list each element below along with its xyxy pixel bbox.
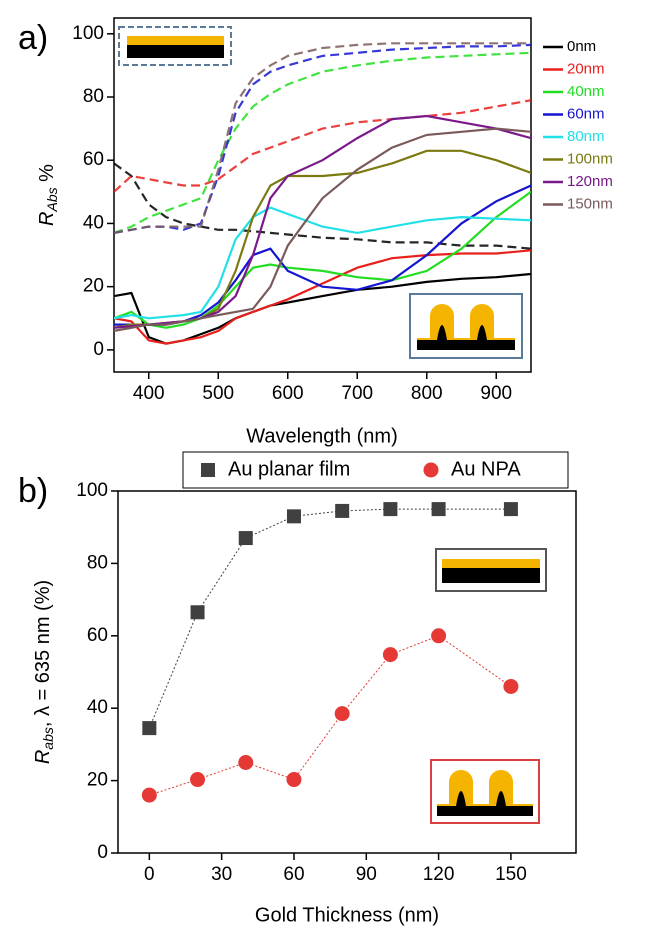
legend-marker [423, 462, 439, 478]
plot-area [114, 42, 531, 345]
point [190, 772, 206, 788]
y-tick-label: 100 [76, 480, 108, 501]
connector-line [148, 508, 511, 729]
point [334, 706, 350, 722]
y-label-main: R [32, 750, 54, 764]
point [286, 509, 301, 524]
dashed-line [114, 42, 531, 234]
y-label-sub: abs [40, 727, 56, 750]
y-tick-label: 0 [93, 339, 104, 360]
x-tick-label: 120 [423, 864, 455, 885]
legend-label: 0nm [567, 38, 596, 55]
point [142, 721, 157, 736]
inset-npa [409, 293, 523, 359]
panel-label: a) [18, 19, 48, 57]
y-tick-label: 60 [87, 625, 108, 646]
legend-label: Au NPA [451, 458, 521, 480]
line [114, 190, 531, 329]
x-tick-label: 700 [341, 383, 373, 404]
y-axis-label: Rabs, λ = 635 nm (%) [32, 580, 55, 764]
y-tick-label: 80 [87, 552, 108, 573]
y-label-main: R [36, 212, 58, 226]
point [238, 531, 253, 546]
x-tick-label: 800 [411, 383, 443, 404]
panel-label: b) [18, 472, 48, 510]
inset-planar [118, 26, 232, 66]
inset-planar [435, 548, 547, 592]
plot-area [148, 508, 512, 796]
dashed-line [114, 51, 531, 234]
legend-label: 120nm [567, 173, 613, 190]
line [114, 127, 531, 332]
dashed-line [114, 43, 531, 234]
x-tick-label: 600 [272, 383, 304, 404]
connector-line [149, 635, 512, 796]
y-tick-label: 100 [72, 23, 104, 44]
inset-npa [430, 759, 540, 824]
legend-label: 40nm [567, 83, 605, 100]
line [114, 206, 531, 320]
x-axis-label: Gold Thickness (nm) [255, 904, 439, 926]
legend-label: 100nm [567, 150, 613, 167]
legend-label: 20nm [567, 60, 605, 77]
x-tick-label: 500 [202, 383, 234, 404]
y-tick-label: 80 [83, 86, 104, 107]
plot-frame [113, 17, 532, 373]
x-tick-label: 900 [480, 383, 512, 404]
point [431, 502, 446, 517]
point [335, 503, 350, 518]
y-axis-label: RAbs % [36, 164, 59, 226]
point [431, 628, 447, 644]
legend-marker [201, 463, 215, 477]
dashed-line [114, 162, 531, 250]
point [382, 647, 398, 663]
y-tick-label: 0 [97, 842, 108, 863]
point [238, 755, 254, 770]
x-tick-label: 0 [144, 864, 155, 885]
x-tick-label: 150 [495, 864, 527, 885]
y-tick-label: 40 [83, 212, 104, 233]
point [286, 772, 302, 788]
dashed-line [114, 99, 531, 193]
legend-label: 60nm [567, 105, 605, 122]
x-tick-label: 60 [283, 864, 304, 885]
legend-label: 150nm [567, 195, 613, 212]
y-tick-label: 20 [83, 276, 104, 297]
y-label-sub: Abs [44, 187, 60, 212]
legend-label: 80nm [567, 128, 605, 145]
y-label-rest: , λ = 635 nm (%) [32, 580, 54, 727]
line [114, 114, 531, 329]
y-tick-label: 20 [87, 770, 108, 791]
y-label-rest: % [36, 164, 58, 188]
legend-label: Au planar film [228, 458, 350, 480]
y-tick-label: 40 [87, 697, 108, 718]
point [190, 605, 205, 620]
x-axis-label: Wavelength (nm) [246, 425, 398, 447]
legend-box [182, 451, 569, 489]
line [114, 249, 531, 345]
point [503, 502, 518, 517]
x-tick-label: 400 [133, 383, 165, 404]
x-tick-label: 30 [211, 864, 232, 885]
point [141, 787, 157, 803]
point [383, 502, 398, 517]
y-tick-label: 60 [83, 149, 104, 170]
plot-frame [117, 490, 577, 854]
x-tick-label: 90 [356, 864, 377, 885]
point [503, 678, 519, 694]
